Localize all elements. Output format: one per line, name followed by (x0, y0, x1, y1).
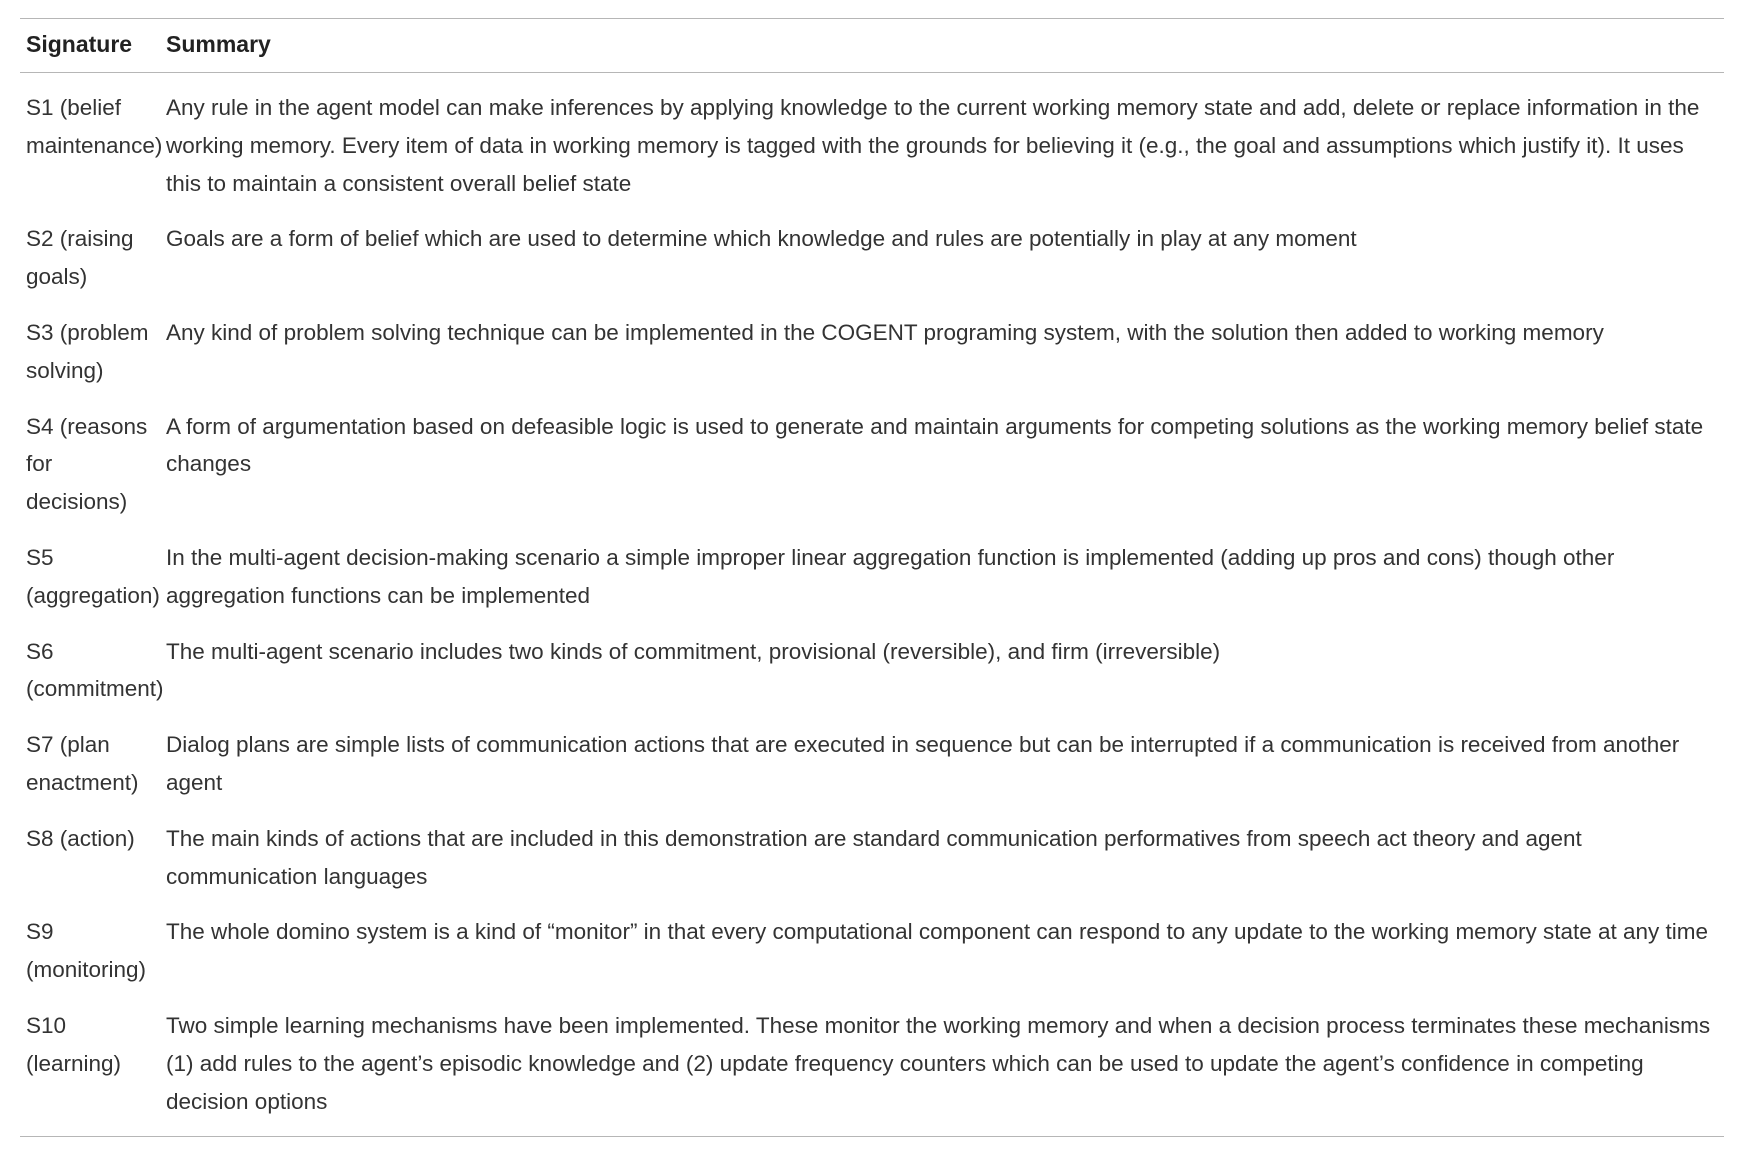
table-row: S6 (commitment) The multi-agent scenario… (20, 624, 1724, 718)
table-row: S5 (aggregation) In the multi-agent deci… (20, 530, 1724, 624)
signature-label: S4 (reasons for decisions) (26, 408, 154, 521)
table-row: S4 (reasons for decisions) A form of arg… (20, 399, 1724, 530)
summary-text: A form of argumentation based on defeasi… (160, 399, 1724, 530)
table-body: S1 (belief maintenance) Any rule in the … (20, 73, 1724, 1137)
signature-label: S10 (learning) (26, 1007, 154, 1083)
table-row: S8 (action) The main kinds of actions th… (20, 811, 1724, 905)
summary-text: Any rule in the agent model can make inf… (160, 73, 1724, 212)
summary-text: Any kind of problem solving technique ca… (160, 305, 1724, 399)
signature-label: S3 (problem solving) (26, 314, 154, 390)
summary-text: Goals are a form of belief which are use… (160, 211, 1724, 305)
table-header-row: Signature Summary (20, 19, 1724, 73)
table-row: S2 (raising goals) Goals are a form of b… (20, 211, 1724, 305)
table-row: S7 (plan enactment) Dialog plans are sim… (20, 717, 1724, 811)
summary-text: The multi-agent scenario includes two ki… (160, 624, 1724, 718)
col-header-summary: Summary (160, 19, 1724, 73)
summary-text: Two simple learning mechanisms have been… (160, 998, 1724, 1137)
col-header-signature: Signature (20, 19, 160, 73)
signature-label: S5 (aggregation) (26, 539, 154, 615)
table-row: S1 (belief maintenance) Any rule in the … (20, 73, 1724, 212)
signature-label: S7 (plan enactment) (26, 726, 154, 802)
summary-text: Dialog plans are simple lists of communi… (160, 717, 1724, 811)
summary-text: The whole domino system is a kind of “mo… (160, 904, 1724, 998)
signature-label: S8 (action) (26, 820, 154, 858)
signature-label: S9 (monitoring) (26, 913, 154, 989)
signature-label: S1 (belief maintenance) (26, 89, 154, 165)
summary-text: In the multi-agent decision-making scena… (160, 530, 1724, 624)
signatures-table: Signature Summary S1 (belief maintenance… (20, 18, 1724, 1137)
signature-label: S2 (raising goals) (26, 220, 154, 296)
table-row: S10 (learning) Two simple learning mecha… (20, 998, 1724, 1137)
table-row: S3 (problem solving) Any kind of problem… (20, 305, 1724, 399)
summary-text: The main kinds of actions that are inclu… (160, 811, 1724, 905)
signature-label: S6 (commitment) (26, 633, 154, 709)
table-row: S9 (monitoring) The whole domino system … (20, 904, 1724, 998)
